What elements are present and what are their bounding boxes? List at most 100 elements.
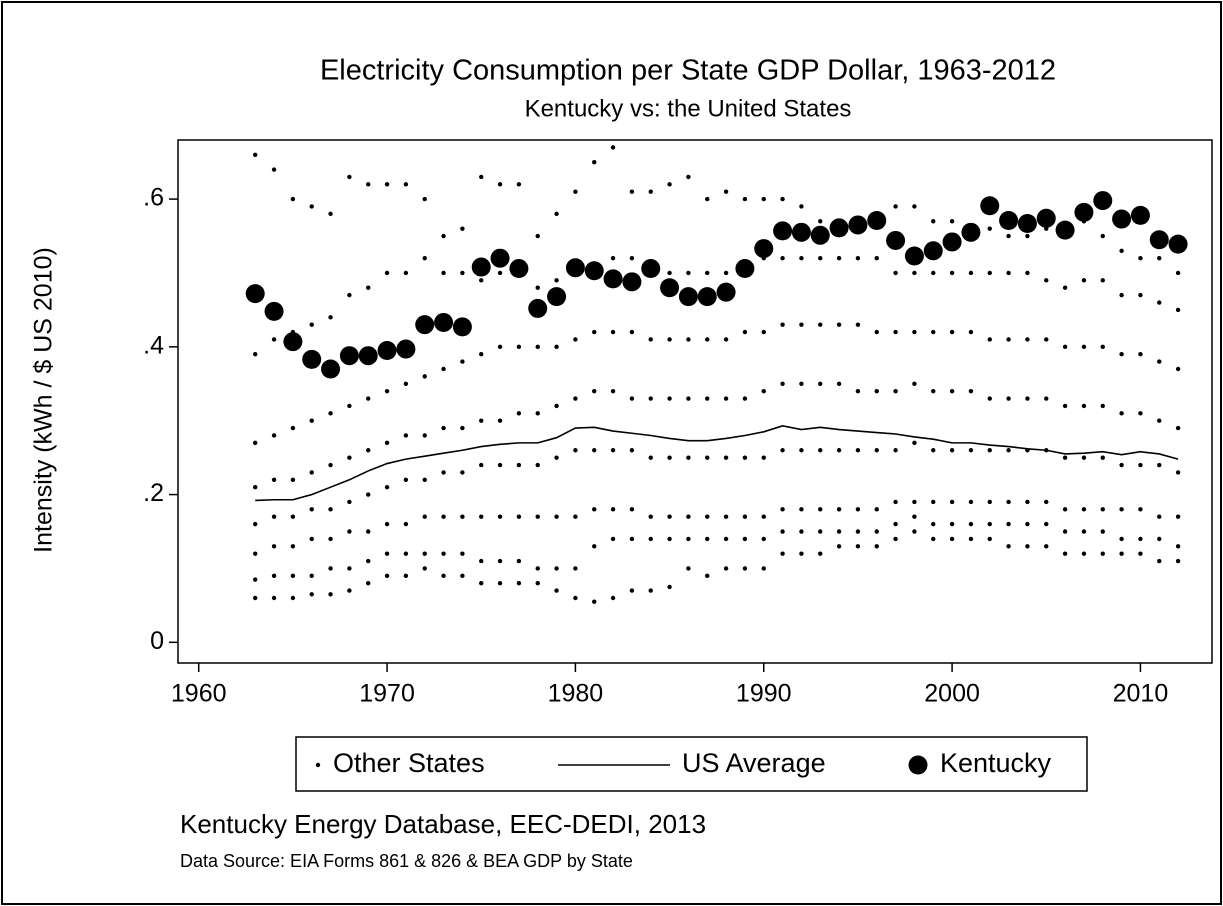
plot-area: [177, 139, 1213, 664]
point: [968, 536, 974, 542]
point: [347, 499, 352, 505]
point: [705, 514, 710, 519]
point: [253, 577, 258, 582]
point: [328, 507, 333, 512]
point: [603, 269, 623, 289]
point: [460, 425, 465, 431]
point: [855, 529, 861, 534]
point: [347, 403, 352, 409]
point: [1062, 455, 1068, 460]
point: [271, 514, 277, 519]
point: [855, 448, 861, 453]
legend-label: Other States: [333, 748, 485, 778]
point: [893, 499, 898, 505]
point: [1175, 544, 1181, 549]
point: [1119, 248, 1124, 254]
point: [1062, 551, 1068, 556]
note: Data Source: EIA Forms 861 & 826 & BEA G…: [180, 851, 633, 871]
point: [949, 536, 955, 542]
y-tick-label: 0: [150, 627, 164, 655]
point: [535, 285, 540, 290]
point: [535, 411, 540, 416]
point: [516, 462, 522, 468]
point: [987, 499, 992, 505]
point: [931, 270, 936, 276]
point: [441, 573, 446, 579]
point: [1138, 507, 1143, 512]
point: [667, 396, 672, 401]
point: [780, 381, 785, 386]
point: [1119, 352, 1124, 357]
point: [1175, 470, 1181, 475]
point: [742, 329, 748, 335]
point: [1175, 366, 1181, 372]
point: [1062, 344, 1068, 350]
point: [780, 255, 785, 261]
point: [705, 536, 710, 542]
point: [1062, 529, 1068, 534]
point: [874, 388, 879, 394]
point: [584, 261, 604, 281]
point: [1081, 278, 1087, 283]
legend: [295, 736, 1088, 792]
point: [622, 272, 642, 292]
point: [641, 259, 661, 279]
point: [773, 221, 793, 241]
legend-key: [315, 762, 321, 768]
point: [987, 270, 992, 276]
point: [723, 536, 729, 542]
point: [980, 196, 1000, 216]
point: [648, 189, 653, 194]
point: [592, 329, 597, 335]
point: [667, 337, 672, 342]
point: [415, 315, 435, 335]
point: [912, 270, 917, 276]
point: [535, 344, 540, 350]
chart-subtitle: Kentucky vs: the United States: [525, 95, 852, 122]
point: [1044, 499, 1049, 505]
point: [874, 529, 879, 534]
point: [384, 440, 390, 446]
point: [497, 581, 503, 586]
point: [931, 388, 936, 394]
point: [1157, 418, 1162, 423]
point: [309, 204, 314, 209]
x-tick-label: 1960: [171, 680, 227, 708]
point: [761, 455, 766, 460]
point: [949, 219, 955, 224]
point: [535, 462, 540, 468]
line: [255, 425, 1179, 502]
point: [283, 332, 303, 352]
point: [1149, 230, 1169, 250]
x-tick-label: 2010: [1113, 680, 1169, 708]
point: [253, 595, 258, 601]
point: [1081, 551, 1087, 556]
point: [271, 337, 277, 342]
point: [1025, 337, 1030, 342]
point: [1006, 233, 1011, 239]
point: [271, 433, 277, 438]
point: [949, 270, 955, 276]
point: [592, 388, 597, 394]
point: [1157, 558, 1162, 564]
legend-key: [908, 755, 928, 775]
point: [479, 352, 484, 357]
x-tick-label: 1990: [736, 680, 792, 708]
point: [742, 536, 748, 542]
point: [328, 411, 333, 416]
point: [271, 167, 277, 172]
point: [949, 521, 955, 527]
point: [422, 255, 427, 261]
point: [452, 317, 472, 337]
point: [1062, 285, 1068, 290]
point: [479, 418, 484, 423]
point: [893, 204, 898, 209]
point: [441, 514, 446, 519]
point: [573, 566, 578, 571]
point: [497, 344, 503, 350]
point: [893, 270, 898, 276]
point: [302, 349, 322, 369]
point: [610, 536, 616, 542]
point: [516, 411, 522, 416]
point: [705, 573, 710, 579]
